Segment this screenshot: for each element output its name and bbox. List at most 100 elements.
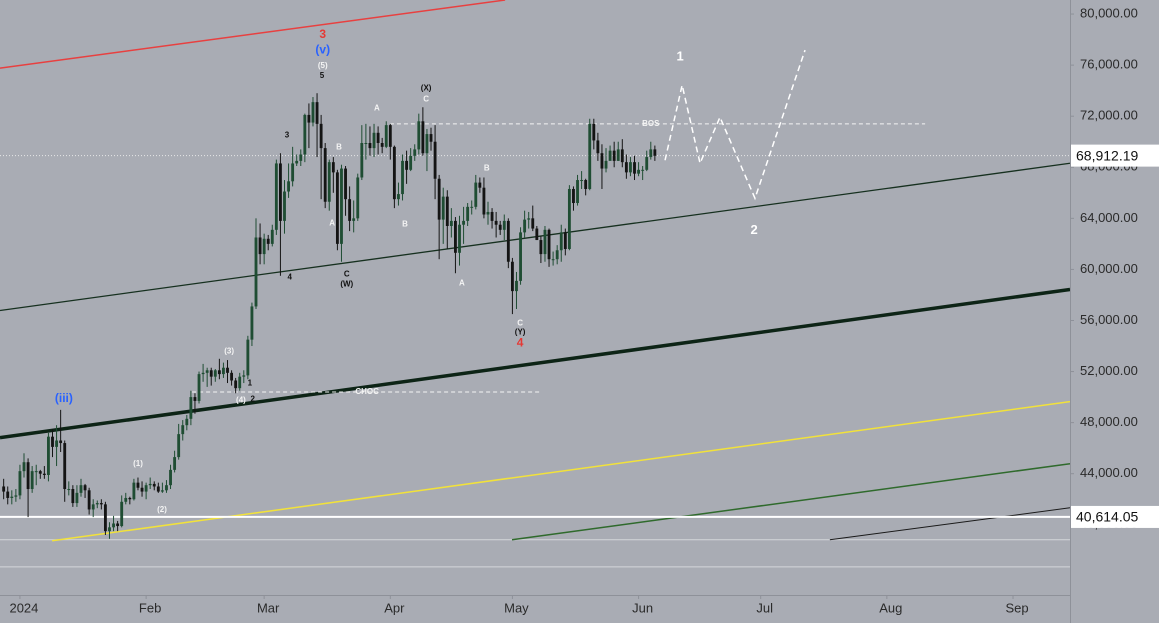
wave-label: (3) <box>224 347 234 356</box>
candle-body <box>380 143 384 147</box>
candle-body <box>348 199 352 221</box>
candle-body <box>364 143 368 145</box>
candle-body <box>409 155 413 170</box>
trend-line <box>0 0 506 69</box>
candle-body <box>600 153 604 169</box>
candle-body <box>368 143 372 149</box>
candle-body <box>250 306 254 340</box>
candle-body <box>580 180 584 182</box>
candle-body <box>132 482 136 500</box>
y-tick-label: 72,000.00 <box>1080 108 1138 123</box>
candle-body <box>551 259 555 261</box>
wave-label: (4) <box>236 396 246 405</box>
candle-body <box>165 485 168 491</box>
wave-label: (1) <box>133 459 143 468</box>
candle-body <box>136 482 140 488</box>
wave-label: C <box>423 94 429 103</box>
candle-body <box>103 504 107 532</box>
candle-body <box>376 132 380 144</box>
candle-body <box>124 497 128 502</box>
candle-body <box>624 162 628 173</box>
candle-body <box>189 397 193 419</box>
candle-body <box>344 168 347 200</box>
candle-body <box>213 370 217 377</box>
candle-body <box>6 491 10 498</box>
candle-body <box>230 372 234 381</box>
candle-body <box>429 134 433 142</box>
x-tick-label: 2024 <box>9 600 38 615</box>
candle-body <box>486 211 490 215</box>
wave-label: 1 <box>248 379 253 388</box>
candle-body <box>75 492 79 504</box>
candle-body <box>502 220 506 230</box>
candle-body <box>201 372 205 375</box>
candle-body <box>71 489 75 504</box>
candle-body <box>417 121 421 150</box>
wave-label: C <box>517 319 523 328</box>
candle-body <box>311 102 315 123</box>
candle-body <box>274 163 278 230</box>
wave-label: (5) <box>318 61 328 70</box>
candle-body <box>22 462 26 472</box>
y-tick-label: 60,000.00 <box>1080 261 1138 276</box>
y-tick-label: 56,000.00 <box>1080 312 1138 327</box>
candle-body <box>18 471 22 496</box>
level-label: BOS <box>642 119 660 128</box>
candle-body <box>193 397 197 401</box>
candle-body <box>307 114 311 123</box>
candle-body <box>99 503 103 505</box>
candle-body <box>515 280 518 292</box>
candle-body <box>185 418 189 426</box>
x-tick-label: Mar <box>257 600 280 615</box>
trend-line <box>0 287 1070 440</box>
candle-body <box>63 443 67 490</box>
candle-body <box>287 181 290 192</box>
wave-label: B <box>484 163 490 172</box>
candle-body <box>510 261 514 292</box>
candle-body <box>454 220 457 253</box>
candle-body <box>270 229 274 244</box>
price-label-box <box>1071 505 1159 528</box>
candle-body <box>388 125 392 147</box>
candle-body <box>181 425 185 435</box>
wave-label: 4 <box>517 336 524 350</box>
wave-label: 3 <box>285 130 290 139</box>
x-tick-label: Aug <box>879 600 902 615</box>
wave-label: (X) <box>421 83 432 92</box>
candle-body <box>83 485 87 491</box>
candle-body <box>629 162 632 173</box>
wave-label: 5 <box>320 71 325 80</box>
candle-body <box>10 496 14 498</box>
candle-body <box>87 490 91 510</box>
candle-body <box>576 180 579 204</box>
wave-label: 2 <box>251 395 256 404</box>
candle-body <box>116 523 120 527</box>
x-tick-label: May <box>504 600 529 615</box>
candle-body <box>616 149 620 161</box>
x-tick-label: Feb <box>139 600 161 615</box>
candle-body <box>360 143 364 178</box>
candle-body <box>246 339 250 376</box>
candle-body <box>299 154 303 161</box>
price-label: 40,614.05 <box>1076 509 1138 525</box>
candle-body <box>425 134 429 154</box>
wave-label: (iii) <box>55 391 73 405</box>
candle-body <box>177 434 181 458</box>
level-label: CHOC <box>355 387 379 396</box>
candle-body <box>95 503 99 505</box>
candle-body <box>441 196 445 220</box>
candle-body <box>55 440 58 447</box>
candle-body <box>38 471 42 474</box>
y-tick-label: 76,000.00 <box>1080 57 1138 72</box>
x-tick-label: Sep <box>1005 600 1028 615</box>
candle-body <box>42 473 46 475</box>
candle-body <box>559 232 563 251</box>
candle-body <box>169 469 172 486</box>
candle-body <box>148 483 152 486</box>
candle-body <box>156 486 160 492</box>
candle-body <box>238 376 242 389</box>
candle-body <box>637 169 641 174</box>
candle-body <box>152 483 156 487</box>
